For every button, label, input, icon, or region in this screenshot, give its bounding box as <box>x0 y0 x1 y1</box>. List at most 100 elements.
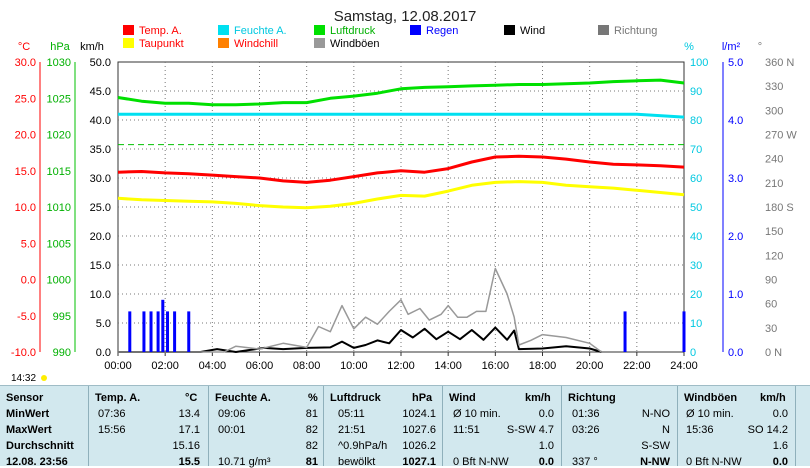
stats-temp-val: 15.16 <box>172 440 200 452</box>
direction-tick-label: 180 S <box>765 202 794 214</box>
rain-bar <box>187 311 191 352</box>
stats-dir-val: N <box>662 424 670 436</box>
x-tick-label: 02:00 <box>151 360 179 372</box>
x-tick-label: 10:00 <box>340 360 368 372</box>
rain-tick-label: 4.0 <box>728 115 743 127</box>
header-hum: Feuchte A. <box>215 392 271 404</box>
wind-tick-label: 20.0 <box>90 231 111 243</box>
humidity-tick-label: 70 <box>690 144 702 156</box>
direction-tick-label: 120 <box>765 250 783 262</box>
header-temp-unit: °C <box>185 392 198 404</box>
x-tick-label: 22:00 <box>623 360 651 372</box>
stats-dir-val: S-SW <box>641 440 670 452</box>
stats-hum-time: 09:06 <box>218 408 246 420</box>
series-line-windben <box>118 267 602 353</box>
stats-gust-time: 15:36 <box>686 424 714 436</box>
humidity-tick-label: 20 <box>690 289 702 301</box>
stats-dir-val: N-NO <box>641 408 670 420</box>
series-line-taupunkt <box>117 180 685 210</box>
pressure-axis-label: hPa <box>50 41 70 53</box>
pressure-tick-label: 1015 <box>47 166 71 178</box>
wind-tick-label: 30.0 <box>90 173 111 185</box>
header-wind-unit: km/h <box>525 392 551 404</box>
wind-axis-label: km/h <box>80 41 104 53</box>
humidity-tick-label: 30 <box>690 260 702 272</box>
pressure-tick-label: 995 <box>53 311 71 323</box>
pressure-tick-label: 1010 <box>47 202 71 214</box>
stats-gust-val: 0.0 <box>772 456 788 468</box>
series-line-tempa <box>117 154 685 184</box>
wind-tick-label: 10.0 <box>90 289 111 301</box>
x-tick-label: 08:00 <box>293 360 321 372</box>
stats-dir-time: 337 ° <box>572 456 598 468</box>
header-press-unit: hPa <box>412 392 433 404</box>
stats-hum-time: 10.71 g/m³ <box>218 456 271 468</box>
temp-tick-label: 20.0 <box>15 130 36 142</box>
legend-label: Regen <box>426 25 458 37</box>
legend-label: Wind <box>520 25 545 37</box>
stats-press-val: 1027.1 <box>402 456 436 468</box>
rain-tick-label: 0.0 <box>728 347 743 359</box>
rain-axis-label: l/m² <box>722 41 741 53</box>
legend-swatch <box>598 25 609 35</box>
stats-wind-val: 0.0 <box>538 408 554 420</box>
rain-bar <box>149 311 153 352</box>
direction-tick-label: 150 <box>765 226 783 238</box>
statistics-table: Sensor Temp. A. °C Feuchte A. % Luftdruc… <box>0 385 810 468</box>
humidity-tick-label: 100 <box>690 57 708 69</box>
x-tick-label: 04:00 <box>199 360 227 372</box>
stats-wind-val: S-SW 4.7 <box>506 424 554 436</box>
stats-dir-val: N-NW <box>640 456 670 468</box>
legend-swatch <box>218 38 229 48</box>
direction-axis-label: ° <box>758 41 762 53</box>
stats-hum-val: 82 <box>305 440 318 452</box>
stats-press-time: 21:51 <box>338 424 366 436</box>
temp-tick-label: 30.0 <box>15 57 36 69</box>
legend-label: Luftdruck <box>330 25 376 37</box>
stats-wind-val: 1.0 <box>538 440 554 452</box>
legend-label: Feuchte A. <box>234 25 287 37</box>
temp-tick-label: -5.0 <box>17 311 36 323</box>
stats-press-time: ^0.9hPa/h <box>338 440 388 452</box>
rain-tick-label: 2.0 <box>728 231 743 243</box>
stats-gust-time: Ø 10 min. <box>686 408 734 420</box>
header-wind: Wind <box>449 392 476 404</box>
legend-swatch <box>314 25 325 35</box>
stats-gust-time: 0 Bft N-NW <box>686 456 742 468</box>
x-tick-label: 20:00 <box>576 360 604 372</box>
wind-tick-label: 25.0 <box>90 202 111 214</box>
plot-area <box>117 78 686 353</box>
humidity-tick-label: 50 <box>690 202 702 214</box>
rain-bar <box>128 311 132 352</box>
legend-swatch <box>218 25 229 35</box>
rain-bar <box>623 311 627 352</box>
legend: Temp. A. Feuchte A. Luftdruck Regen Wind Rich… <box>123 25 657 50</box>
legend-label: Temp. A. <box>139 25 182 37</box>
wind-tick-label: 50.0 <box>90 57 111 69</box>
stats-wind-time: Ø 10 min. <box>453 408 501 420</box>
stats-press-val: 1027.6 <box>402 424 436 436</box>
x-tick-label: 16:00 <box>482 360 510 372</box>
legend-swatch <box>314 38 325 48</box>
temp-tick-label: 15.0 <box>15 166 36 178</box>
pressure-tick-label: 1005 <box>47 238 71 250</box>
legend-swatch <box>504 25 515 35</box>
x-tick-label: 12:00 <box>387 360 415 372</box>
stats-hum-val: 81 <box>305 456 318 468</box>
x-tick-label: 24:00 <box>670 360 698 372</box>
stats-press-val: 1026.2 <box>402 440 436 452</box>
stats-press-time: 05:11 <box>338 408 365 420</box>
stats-temp-val: 15.5 <box>178 456 200 468</box>
stats-temp-time: 07:36 <box>98 408 126 420</box>
pressure-tick-label: 1030 <box>47 57 71 69</box>
direction-tick-label: 60 <box>765 299 777 311</box>
header-temp: Temp. A. <box>95 392 141 404</box>
header-gust-unit: km/h <box>760 392 786 404</box>
direction-tick-label: 210 <box>765 178 783 190</box>
stats-wind-val: 0.0 <box>538 456 554 468</box>
wind-tick-label: 40.0 <box>90 115 111 127</box>
pressure-tick-label: 1000 <box>47 275 71 287</box>
sun-marker-icon <box>41 375 47 381</box>
temp-axis-label: °C <box>18 41 30 53</box>
direction-tick-label: 30 <box>765 323 777 335</box>
